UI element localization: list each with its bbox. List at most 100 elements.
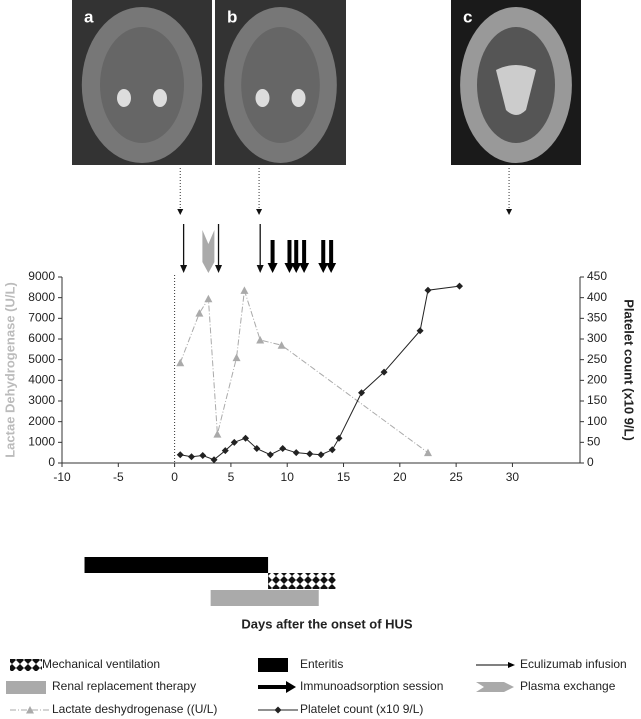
platelet-marker [292, 449, 300, 457]
ldh-marker [256, 336, 265, 344]
mri-brain-inner [100, 27, 184, 143]
legend-symbol [258, 685, 288, 689]
immunoadsorption-arrow [329, 240, 334, 264]
y-tick-label: 0 [48, 455, 55, 469]
y2-tick-label: 0 [587, 455, 594, 469]
mri-lesion [153, 89, 167, 107]
platelet-marker [416, 327, 424, 335]
platelet-marker [380, 368, 388, 376]
immunoadsorption-arrow-head [299, 263, 310, 273]
platelet-marker [188, 453, 195, 461]
ldh-marker [277, 341, 286, 349]
immunoadsorption-arrow-head [318, 263, 329, 273]
image-label: c [463, 7, 472, 26]
ldh-marker [26, 706, 34, 714]
legend-label: Eculizumab infusion [520, 657, 627, 671]
platelet-marker [306, 450, 314, 458]
image-pointer-head [506, 209, 513, 215]
period-bar [210, 590, 319, 606]
legend-label: Mechanical ventilation [42, 657, 160, 671]
platelet-marker [317, 451, 325, 459]
eculizumab-arrow-head [215, 265, 223, 273]
legend-symbol [476, 682, 514, 692]
ldh-marker [240, 286, 249, 294]
x-tick-label: 5 [228, 470, 235, 484]
platelet-marker [358, 389, 366, 397]
y-tick-label: 2000 [28, 414, 55, 428]
platelet-marker [279, 445, 287, 453]
immunoadsorption-arrow-head [326, 263, 337, 273]
platelet-marker [242, 434, 250, 442]
x-tick-label: 0 [171, 470, 178, 484]
period-bar [268, 573, 336, 589]
immunoadsorption-arrow-head [284, 263, 295, 273]
platelet-marker [176, 451, 184, 459]
legend-label: Renal replacement therapy [52, 679, 196, 693]
mri-brain-inner [241, 27, 320, 143]
immunoadsorption-arrow [270, 240, 275, 264]
legend-symbol [10, 659, 42, 671]
legend-symbol [508, 662, 515, 668]
image-label: b [227, 7, 237, 26]
platelet-marker [424, 286, 432, 294]
ldh-marker [204, 294, 213, 303]
eculizumab-arrow-head [256, 265, 264, 273]
immunoadsorption-arrow [287, 240, 292, 264]
eculizumab-arrow-head [180, 265, 188, 273]
legend-label: Immunoadsorption session [300, 679, 443, 693]
y2-tick-label: 300 [587, 331, 607, 345]
ldh-marker [232, 353, 241, 362]
platelet-marker [456, 282, 464, 290]
y-axis-label: Lactae Dehydrogenase (U/L) [2, 282, 17, 458]
image-pointer-head [177, 209, 184, 215]
ldh-line [179, 290, 429, 454]
x-tick-label: 25 [449, 470, 463, 484]
mri-lesion [291, 89, 306, 107]
x-tick-label: 20 [393, 470, 407, 484]
y2-tick-label: 100 [587, 414, 607, 428]
y2-tick-label: 50 [587, 435, 601, 449]
y-tick-label: 5000 [28, 352, 55, 366]
x-tick-label: -10 [53, 470, 71, 484]
y-tick-label: 3000 [28, 393, 55, 407]
platelet-marker [253, 445, 261, 453]
period-bar [84, 557, 269, 573]
image-pointer-head [256, 209, 263, 215]
platelet-marker [274, 706, 282, 714]
x-axis-label: Days after the onset of HUS [241, 616, 413, 631]
y2-tick-label: 150 [587, 393, 607, 407]
mri-ventricles [496, 65, 536, 115]
y-tick-label: 9000 [28, 269, 55, 283]
y-tick-label: 6000 [28, 331, 55, 345]
plasma-exchange-arrow [202, 230, 215, 273]
legend-label: Enteritis [300, 657, 343, 671]
x-tick-label: 15 [337, 470, 351, 484]
legend-label: Plasma exchange [520, 679, 616, 693]
y-tick-label: 8000 [28, 290, 55, 304]
platelet-marker [221, 447, 229, 455]
platelet-marker [335, 434, 343, 442]
ldh-marker [213, 430, 222, 438]
immunoadsorption-arrow [302, 240, 307, 264]
mri-lesion [117, 89, 131, 107]
y2-tick-label: 400 [587, 290, 607, 304]
legend-symbol [258, 658, 288, 672]
image-label: a [84, 7, 94, 26]
legend-label: Lactate deshydrogenase ((U/L) [52, 702, 217, 716]
mri-lesion [255, 89, 270, 107]
y2-tick-label: 350 [587, 311, 607, 325]
platelet-marker [328, 446, 336, 454]
platelet-marker [266, 451, 274, 459]
x-tick-label: 30 [506, 470, 520, 484]
legend-symbol [6, 681, 46, 694]
y2-axis-label: Platelet count (x10 9/L) [622, 299, 637, 441]
y-tick-label: 7000 [28, 311, 55, 325]
y2-tick-label: 200 [587, 373, 607, 387]
ldh-marker [195, 309, 204, 317]
immunoadsorption-arrow-head [267, 263, 278, 273]
platelet-marker [199, 452, 207, 460]
x-tick-label: -5 [113, 470, 124, 484]
legend-symbol [286, 681, 296, 693]
x-tick-label: 10 [281, 470, 295, 484]
